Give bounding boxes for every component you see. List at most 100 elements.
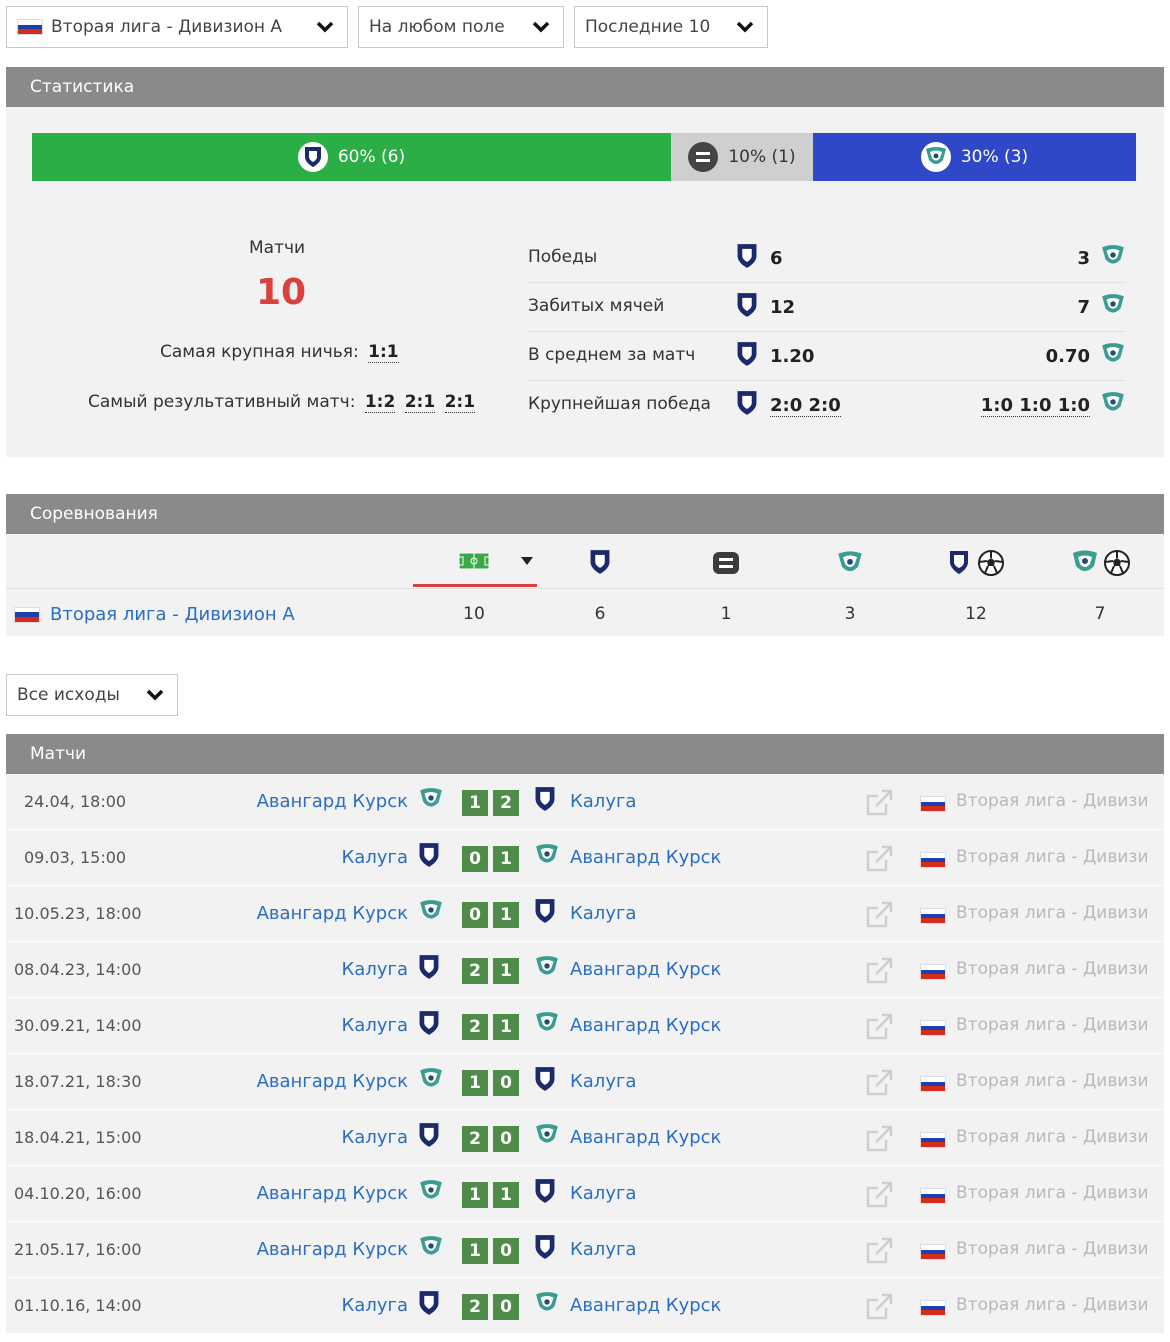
home-team-link[interactable]: Калуга: [341, 959, 408, 980]
home-team-link[interactable]: Калуга: [341, 1127, 408, 1148]
away-score[interactable]: 0: [493, 1126, 519, 1152]
range-select[interactable]: Последние 10: [574, 6, 768, 48]
comp-away-goals: 7: [1094, 604, 1106, 624]
outcome-select[interactable]: Все исходы: [6, 674, 178, 716]
match-row[interactable]: 24.04, 18:00 Авангард Курск 1 2 Калуга Вторая…: [6, 774, 1164, 830]
match-league[interactable]: Вторая лига - Дивизи: [956, 903, 1149, 923]
match-row[interactable]: 18.07.21, 18:30 Авангард Курск 1 0 Калуга Вто…: [6, 1054, 1164, 1110]
home-score[interactable]: 1: [462, 1182, 488, 1208]
stats-header: Статистика: [6, 67, 1164, 107]
away-score[interactable]: 0: [493, 1294, 519, 1320]
external-link-icon[interactable]: [864, 1180, 894, 1215]
shield-crest-icon: [736, 292, 758, 323]
external-link-icon[interactable]: [864, 1292, 894, 1327]
away-goals-icon[interactable]: [1072, 549, 1134, 577]
match-league[interactable]: Вторая лига - Дивизи: [956, 1183, 1149, 1203]
match-row[interactable]: 18.04.21, 15:00 Калуга 2 0 Авангард Курск Вто…: [6, 1110, 1164, 1166]
match-row[interactable]: 08.04.23, 14:00 Калуга 2 1 Авангард Курск Вто…: [6, 942, 1164, 998]
shield-crest-icon[interactable]: [589, 549, 611, 575]
shield-crest-icon: [736, 390, 758, 421]
match-league[interactable]: Вторая лига - Дивизи: [956, 1295, 1149, 1315]
competition-name-link[interactable]: Вторая лига - Дивизион А: [50, 604, 295, 625]
match-row[interactable]: 10.05.23, 18:00 Авангард Курск 0 1 Калуга Вто…: [6, 886, 1164, 942]
shield-crest-icon: [418, 954, 440, 985]
home-score[interactable]: 2: [462, 1126, 488, 1152]
away-score[interactable]: 1: [493, 1014, 519, 1040]
home-team-link[interactable]: Калуга: [341, 847, 408, 868]
home-team-link[interactable]: Калуга: [341, 1295, 408, 1316]
home-score[interactable]: 1: [462, 1070, 488, 1096]
away-score[interactable]: 1: [493, 902, 519, 928]
home-team-link[interactable]: Авангард Курск: [256, 1183, 408, 1204]
match-row[interactable]: 30.09.21, 14:00 Калуга 2 1 Авангард Курск Вто…: [6, 998, 1164, 1054]
external-link-icon[interactable]: [864, 788, 894, 823]
russia-flag-icon: [920, 1020, 946, 1036]
biggest-draw-score[interactable]: 1:1: [368, 342, 399, 363]
equals-icon[interactable]: [712, 551, 740, 575]
comp-home-wins: 6: [594, 604, 606, 624]
away-score[interactable]: 2: [493, 790, 519, 816]
away-score[interactable]: 0: [493, 1238, 519, 1264]
away-team-link[interactable]: Калуга: [570, 1183, 637, 1204]
pitch-icon[interactable]: [458, 552, 490, 570]
home-score[interactable]: 2: [462, 1294, 488, 1320]
away-team-link[interactable]: Авангард Курск: [570, 1127, 722, 1148]
away-team-link[interactable]: Авангард Курск: [570, 847, 722, 868]
away-team-link[interactable]: Калуга: [570, 1239, 637, 1260]
home-team-link[interactable]: Авангард Курск: [256, 903, 408, 924]
away-score[interactable]: 1: [493, 1182, 519, 1208]
most-goals-score[interactable]: 2:1: [404, 392, 436, 413]
home-team-link[interactable]: Авангард Курск: [256, 1239, 408, 1260]
away-team-link[interactable]: Авангард Курск: [570, 1015, 722, 1036]
matches-title: Матчи: [30, 744, 87, 764]
home-score[interactable]: 2: [462, 1014, 488, 1040]
away-team-link[interactable]: Авангард Курск: [570, 1295, 722, 1316]
teal-crest-icon[interactable]: [836, 550, 864, 576]
match-league[interactable]: Вторая лига - Дивизи: [956, 959, 1149, 979]
away-team-link[interactable]: Авангард Курск: [570, 959, 722, 980]
match-league[interactable]: Вторая лига - Дивизи: [956, 1127, 1149, 1147]
stat-away-value: 7: [1077, 297, 1090, 318]
away-score[interactable]: 1: [493, 846, 519, 872]
match-league[interactable]: Вторая лига - Дивизи: [956, 1239, 1149, 1259]
home-score[interactable]: 1: [462, 1238, 488, 1264]
external-link-icon[interactable]: [864, 1068, 894, 1103]
away-team-link[interactable]: Калуга: [570, 903, 637, 924]
most-goals-score[interactable]: 1:2: [364, 392, 396, 413]
external-link-icon[interactable]: [864, 1124, 894, 1159]
external-link-icon[interactable]: [864, 900, 894, 935]
home-wins-label: 60% (6): [337, 147, 406, 167]
away-team-link[interactable]: Калуга: [570, 791, 637, 812]
match-date: 18.04.21, 15:00: [14, 1128, 142, 1147]
home-team-link[interactable]: Калуга: [341, 1015, 408, 1036]
home-goals-icon[interactable]: [948, 549, 1010, 577]
home-score[interactable]: 0: [462, 846, 488, 872]
match-league[interactable]: Вторая лига - Дивизи: [956, 847, 1149, 867]
match-league[interactable]: Вторая лига - Дивизи: [956, 1071, 1149, 1091]
home-score[interactable]: 0: [462, 902, 488, 928]
league-select[interactable]: Вторая лига - Дивизион А: [6, 6, 348, 48]
chevron-down-icon: [146, 689, 164, 701]
match-league[interactable]: Вторая лига - Дивизи: [956, 1015, 1149, 1035]
sort-down-icon[interactable]: [520, 556, 534, 566]
away-score[interactable]: 0: [493, 1070, 519, 1096]
venue-select[interactable]: На любом поле: [358, 6, 564, 48]
home-score[interactable]: 2: [462, 958, 488, 984]
russia-flag-icon: [920, 1300, 946, 1316]
external-link-icon[interactable]: [864, 956, 894, 991]
match-row[interactable]: 04.10.20, 16:00 Авангард Курск 1 1 Калуга Вто…: [6, 1166, 1164, 1222]
away-team-link[interactable]: Калуга: [570, 1071, 637, 1092]
home-team-link[interactable]: Авангард Курск: [256, 1071, 408, 1092]
match-row[interactable]: 21.05.17, 16:00 Авангард Курск 1 0 Калуга Вто…: [6, 1222, 1164, 1278]
external-link-icon[interactable]: [864, 844, 894, 879]
external-link-icon[interactable]: [864, 1236, 894, 1271]
match-league[interactable]: Вторая лига - Дивизи: [956, 791, 1149, 811]
most-goals-score[interactable]: 2:1: [444, 392, 476, 413]
stat-row-label: Победы: [528, 247, 598, 267]
external-link-icon[interactable]: [864, 1012, 894, 1047]
away-score[interactable]: 1: [493, 958, 519, 984]
match-row[interactable]: 01.10.16, 14:00 Калуга 2 0 Авангард Курск Вто…: [6, 1278, 1164, 1334]
home-team-link[interactable]: Авангард Курск: [256, 791, 408, 812]
match-row[interactable]: 09.03, 15:00 Калуга 0 1 Авангард Курск Вторая…: [6, 830, 1164, 886]
home-score[interactable]: 1: [462, 790, 488, 816]
